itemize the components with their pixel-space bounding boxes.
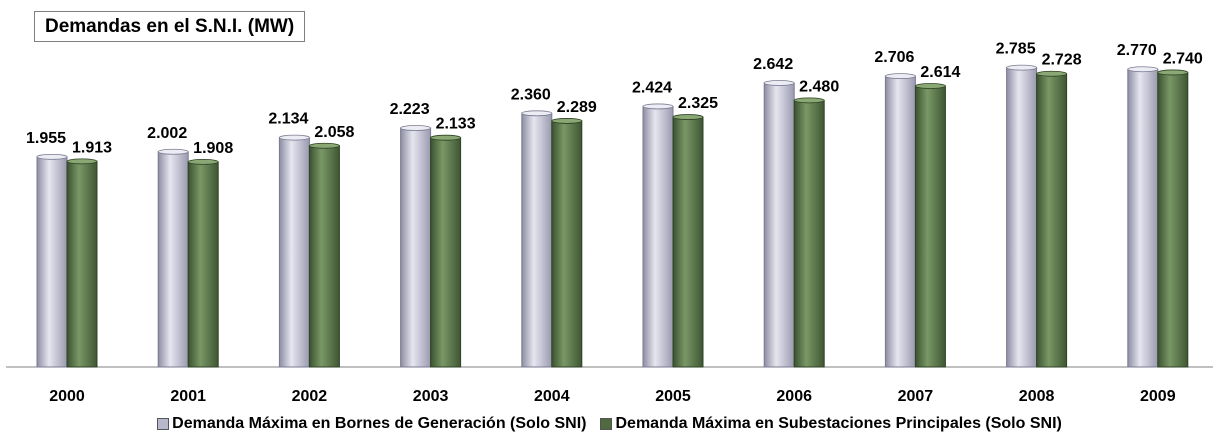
- bar-cap-subestaciones-2002: [308, 142, 340, 149]
- bar-cap-generacion-2008: [1006, 64, 1037, 71]
- data-label-subestaciones-2000: 1.913: [72, 139, 112, 156]
- bar-generacion-2007: [884, 75, 916, 368]
- data-label-generacion-2008: 2.785: [996, 41, 1036, 58]
- data-label-generacion-2005: 2.424: [632, 79, 672, 96]
- bar-subestaciones-2003: [430, 137, 462, 368]
- data-label-subestaciones-2009: 2.740: [1163, 50, 1203, 67]
- legend-swatch-gray: [157, 418, 170, 430]
- bar-cap-subestaciones-2004: [551, 118, 583, 124]
- bar-subestaciones-2002: [308, 145, 340, 368]
- bar-cap-subestaciones-2005: [672, 114, 704, 120]
- data-label-subestaciones-2001: 1.908: [193, 140, 233, 157]
- legend-item-series-1: Demanda Máxima en Bornes de Generación (…: [157, 415, 586, 433]
- legend-item-series-2: Demanda Máxima en Subestaciones Principa…: [600, 415, 1062, 433]
- bar-cap-generacion-2002: [278, 134, 310, 141]
- x-tick-label-2002: 2002: [292, 388, 328, 405]
- bar-generacion-2006: [763, 82, 795, 368]
- legend: Demanda Máxima en Bornes de Generación (…: [0, 415, 1219, 433]
- bar-cap-generacion-2001: [157, 148, 189, 155]
- data-label-subestaciones-2002: 2.058: [314, 124, 354, 141]
- data-label-generacion-2000: 1.955: [26, 130, 66, 147]
- x-tick-label-2007: 2007: [898, 388, 934, 405]
- data-label-generacion-2002: 2.134: [268, 111, 308, 128]
- bar-cap-generacion-2004: [521, 110, 553, 117]
- bar-subestaciones-2009: [1157, 71, 1189, 368]
- bar-cap-subestaciones-2000: [66, 158, 98, 165]
- bar-generacion-2008: [1006, 67, 1038, 368]
- bar-cap-generacion-2009: [1127, 66, 1159, 73]
- data-label-generacion-2001: 2.002: [147, 125, 187, 142]
- bar-subestaciones-2000: [66, 160, 98, 368]
- bar-subestaciones-2001: [187, 161, 219, 368]
- legend-label-series-2: Demanda Máxima en Subestaciones Principa…: [615, 415, 1062, 432]
- bar-cap-subestaciones-2007: [915, 83, 946, 89]
- x-tick-label-2009: 2009: [1140, 388, 1176, 405]
- bar-cap-subestaciones-2006: [793, 97, 825, 104]
- bar-generacion-2000: [36, 156, 68, 368]
- x-tick-label-2006: 2006: [776, 388, 812, 405]
- data-label-subestaciones-2005: 2.325: [678, 95, 718, 112]
- data-label-subestaciones-2007: 2.614: [920, 64, 960, 81]
- bar-cap-subestaciones-2009: [1157, 69, 1189, 76]
- x-tick-label-2000: 2000: [49, 388, 85, 405]
- legend-label-series-1: Demanda Máxima en Bornes de Generación (…: [172, 415, 587, 432]
- bar-generacion-2009: [1127, 68, 1159, 368]
- data-label-subestaciones-2006: 2.480: [799, 78, 839, 95]
- data-label-generacion-2004: 2.360: [511, 86, 551, 103]
- data-label-subestaciones-2003: 2.133: [436, 116, 476, 133]
- bar-cap-subestaciones-2003: [430, 134, 462, 141]
- data-label-generacion-2009: 2.770: [1117, 42, 1157, 59]
- bar-cap-generacion-2003: [400, 125, 432, 131]
- x-tick-label-2008: 2008: [1019, 388, 1055, 405]
- bar-subestaciones-2005: [672, 116, 704, 368]
- data-label-generacion-2003: 2.223: [390, 101, 430, 118]
- data-label-generacion-2007: 2.706: [874, 49, 914, 66]
- chart-title: Demandas en el S.N.I. (MW): [34, 11, 306, 42]
- data-label-subestaciones-2004: 2.289: [557, 99, 597, 116]
- bar-cap-generacion-2005: [642, 103, 674, 110]
- bar-generacion-2003: [400, 127, 432, 368]
- x-tick-label-2003: 2003: [413, 388, 449, 405]
- bar-cap-generacion-2006: [763, 80, 795, 86]
- bar-generacion-2002: [278, 137, 310, 368]
- bar-generacion-2004: [521, 112, 553, 368]
- x-tick-label-2005: 2005: [655, 388, 691, 405]
- bar-subestaciones-2006: [793, 99, 825, 368]
- bar-subestaciones-2008: [1036, 73, 1068, 368]
- bar-generacion-2001: [157, 151, 189, 368]
- bar-generacion-2005: [642, 105, 674, 368]
- data-label-subestaciones-2008: 2.728: [1042, 52, 1082, 69]
- bar-cap-subestaciones-2008: [1036, 70, 1067, 77]
- bar-subestaciones-2004: [551, 120, 583, 368]
- bar-cap-generacion-2007: [885, 73, 916, 80]
- bar-cap-generacion-2000: [36, 153, 68, 160]
- x-tick-label-2001: 2001: [170, 388, 206, 405]
- x-tick-label-2004: 2004: [534, 388, 570, 405]
- bar-cap-subestaciones-2001: [187, 158, 219, 165]
- bar-subestaciones-2007: [914, 85, 946, 368]
- legend-swatch-green: [600, 418, 613, 430]
- data-label-generacion-2006: 2.642: [753, 56, 793, 73]
